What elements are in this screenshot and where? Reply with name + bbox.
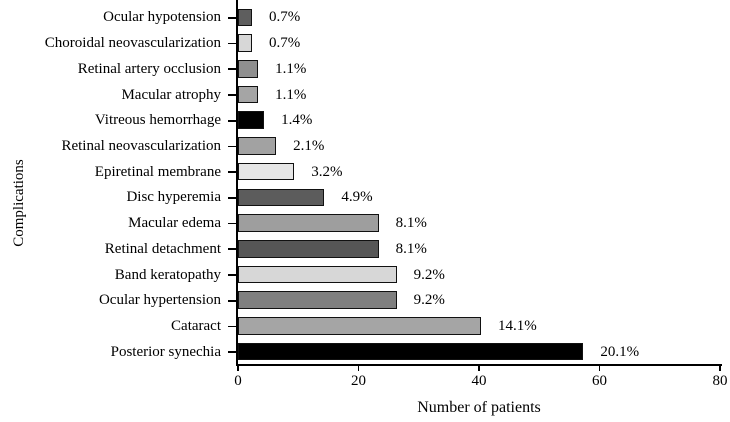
x-tick-label: 20 [351, 373, 366, 389]
percent-label: 9.2% [413, 266, 445, 283]
percent-label: 0.7% [269, 35, 301, 52]
percent-label: 20.1% [600, 343, 640, 360]
x-tick-label: 0 [234, 373, 242, 389]
y-axis-tick [228, 351, 237, 353]
percent-label: 8.1% [395, 215, 427, 232]
y-axis-tick [228, 274, 237, 276]
percent-label: 1.1% [275, 60, 307, 77]
bar [238, 240, 379, 258]
y-axis-tick [228, 17, 237, 19]
category-label: Posterior synechia [110, 343, 221, 360]
bar [238, 137, 277, 155]
bar [238, 317, 481, 335]
bar [238, 60, 259, 78]
bar [238, 8, 253, 27]
y-axis-tick [228, 299, 237, 302]
category-label: Macular edema [128, 215, 221, 232]
x-axis-tick [357, 365, 360, 371]
y-axis-tick [228, 197, 237, 199]
percent-label: 4.9% [341, 189, 373, 206]
category-label: Macular atrophy [121, 86, 221, 103]
category-label: Retinal artery occlusion [77, 60, 221, 77]
category-label: Ocular hypertension [98, 292, 221, 309]
y-axis-tick [228, 145, 237, 148]
y-axis-tick [228, 119, 237, 122]
category-label: Choroidal neovascularization [44, 35, 221, 52]
x-tick-label: 40 [471, 373, 487, 389]
bar [238, 214, 379, 232]
y-axis-tick [228, 42, 237, 45]
percent-label: 0.7% [269, 9, 301, 26]
x-tick-label: 60 [592, 373, 607, 389]
bar [238, 85, 259, 104]
y-axis-tick [228, 325, 237, 328]
y-axis-tick [228, 94, 237, 96]
x-tick-label: 80 [712, 373, 728, 389]
y-axis-tick [228, 248, 237, 251]
x-axis-tick [719, 365, 721, 371]
category-label: Disc hyperemia [126, 189, 221, 206]
category-label: Ocular hypotension [103, 9, 221, 26]
x-axis-tick [237, 365, 239, 371]
y-axis-tick [228, 68, 237, 71]
bar [238, 162, 295, 181]
percent-label: 1.1% [275, 86, 307, 103]
y-axis-tick [228, 222, 237, 225]
y-axis-line [236, 0, 238, 366]
x-axis-title: Number of patients [417, 399, 541, 416]
category-label: Retinal neovascularization [61, 137, 221, 154]
bar [238, 342, 584, 361]
percent-label: 1.4% [281, 112, 313, 129]
category-label: Vitreous hemorrhage [94, 112, 221, 129]
x-axis-tick [598, 365, 601, 371]
bar [238, 111, 265, 129]
percent-label: 3.2% [311, 163, 343, 180]
category-label: Epiretinal membrane [94, 163, 221, 180]
percent-label: 8.1% [395, 240, 427, 257]
bar [238, 265, 397, 284]
category-label: Cataract [171, 317, 221, 334]
y-axis-tick [228, 171, 237, 173]
bar [238, 291, 397, 309]
bar [238, 188, 325, 207]
category-label: Band keratopathy [114, 266, 221, 283]
bar [238, 34, 253, 52]
percent-label: 2.1% [293, 137, 325, 154]
category-label: Retinal detachment [104, 240, 221, 257]
percent-label: 9.2% [413, 292, 445, 309]
percent-label: 14.1% [498, 317, 537, 334]
x-axis-tick [478, 365, 480, 371]
